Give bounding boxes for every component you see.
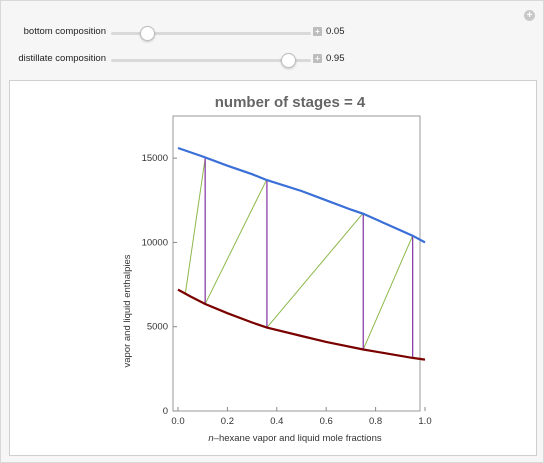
x-tick-label: 0.6 <box>320 416 333 427</box>
plot-frame-box <box>172 115 421 412</box>
x-tick-label: 0.8 <box>369 416 382 427</box>
operating-line <box>184 158 206 294</box>
y-tick-label: 10000 <box>142 237 168 248</box>
distillate-composition-plus-icon[interactable]: + <box>313 54 322 63</box>
x-axis-label: n–hexane vapor and liquid mole fractions <box>208 433 381 444</box>
y-tick-label: 0 <box>163 406 168 417</box>
x-tick-label: 0.0 <box>171 416 184 427</box>
y-tick-label: 5000 <box>147 322 168 333</box>
distillate-composition-slider[interactable] <box>111 53 311 68</box>
bottom-composition-plus-icon[interactable]: + <box>313 27 322 36</box>
x-tick-label: 0.4 <box>270 416 283 427</box>
bottom-composition-label: bottom composition <box>23 26 106 37</box>
bottom-composition-value: 0.05 <box>326 26 345 37</box>
distillate-composition-control: distillate composition + 0.95 <box>1 50 544 70</box>
x-tick-label: 1.0 <box>418 416 431 427</box>
x-axis-label-italic: n <box>208 433 213 444</box>
distillate-composition-value: 0.95 <box>326 53 345 64</box>
y-axis-label: vapor and liquid enthalpies <box>122 254 133 367</box>
operating-line <box>362 235 414 350</box>
enthalpy-chart: number of stages = 4 vapor and liquid en… <box>122 94 432 444</box>
distillate-composition-label: distillate composition <box>18 53 106 64</box>
expand-options-icon[interactable]: + <box>524 10 535 21</box>
operating-line <box>266 212 364 328</box>
bottom-composition-slider[interactable] <box>111 26 311 41</box>
y-tick-label: 15000 <box>142 153 168 164</box>
distillate-composition-slider-thumb[interactable] <box>280 53 296 68</box>
bottom-composition-control: bottom composition + 0.05 <box>1 23 544 43</box>
bottom-composition-slider-thumb[interactable] <box>139 26 155 41</box>
chart-title: number of stages = 4 <box>215 94 366 111</box>
operating-line <box>204 178 268 305</box>
x-tick-label: 0.2 <box>221 416 234 427</box>
plot-area: number of stages = 4 vapor and liquid en… <box>9 80 537 456</box>
vapor-enthalpy-curve <box>177 146 426 244</box>
x-axis-label-rest: –hexane vapor and liquid mole fractions <box>214 433 382 444</box>
liquid-enthalpy-curve <box>177 288 426 361</box>
